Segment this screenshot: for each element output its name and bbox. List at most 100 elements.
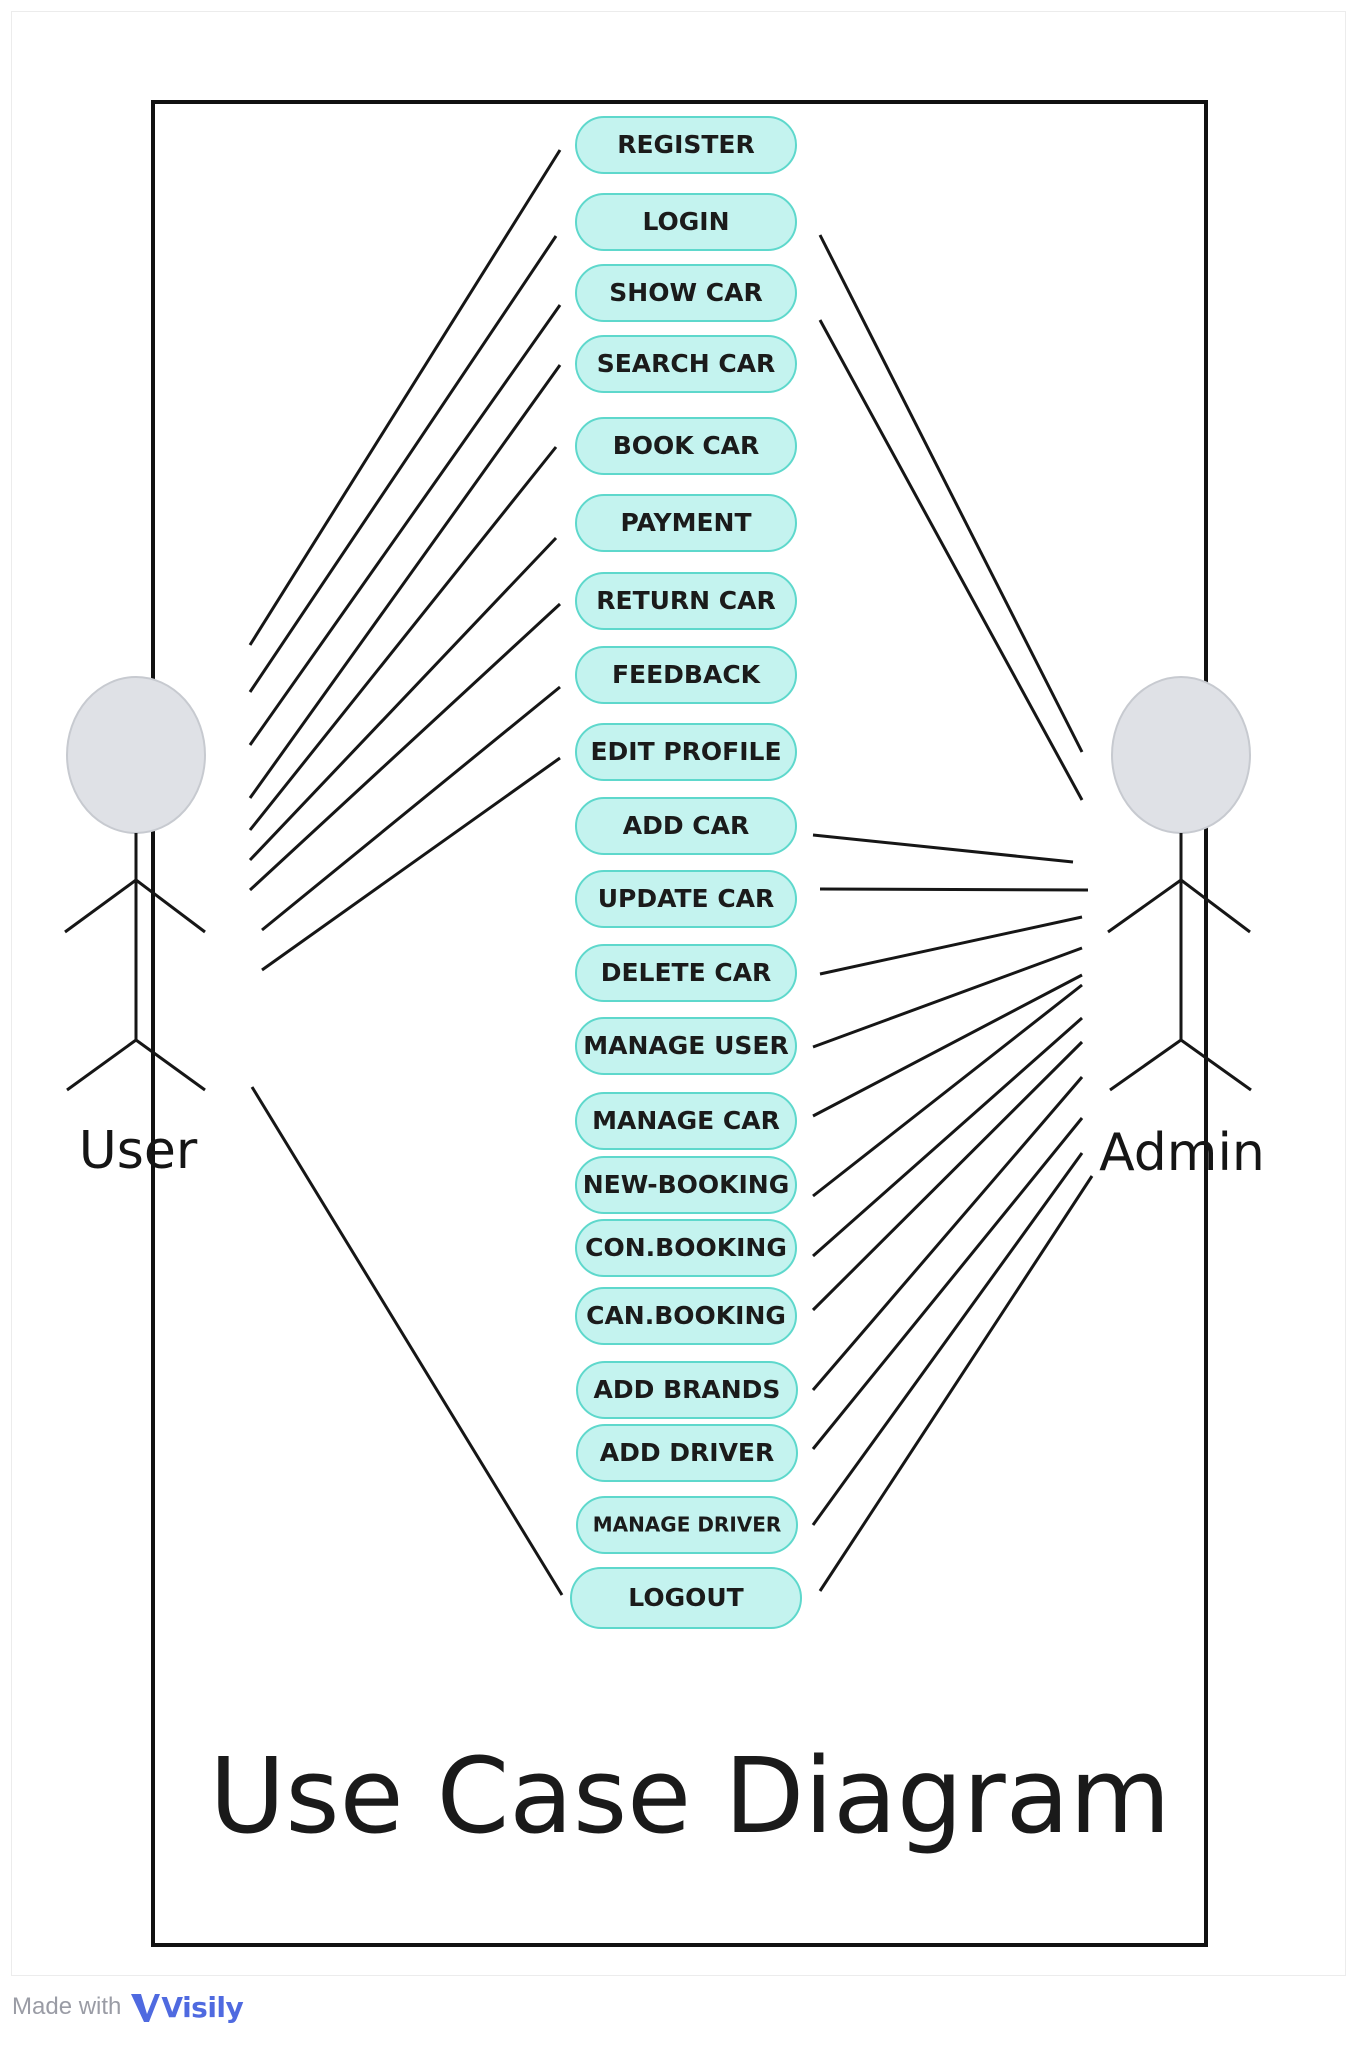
use-case-feedback-label: FEEDBACK [612, 660, 762, 689]
use-case-add-brands[interactable]: ADD BRANDS [576, 1361, 798, 1419]
use-case-delete-car-shape [575, 944, 797, 1002]
use-case-con-booking[interactable]: CON.BOOKING [575, 1219, 797, 1277]
use-case-update-car-label: UPDATE CAR [598, 884, 775, 913]
user-to-payment-line [248, 536, 558, 862]
use-case-logout[interactable]: LOGOUT [570, 1567, 802, 1629]
user-to-return-car-line [248, 602, 562, 892]
use-case-book-car-shape [575, 417, 797, 475]
use-case-return-car[interactable]: RETURN CAR [575, 572, 797, 630]
use-case-update-car[interactable]: UPDATE CAR [575, 870, 797, 928]
admin-to-manage-car-line [812, 973, 1083, 1118]
user-left-arm [64, 878, 137, 934]
use-case-payment-label: PAYMENT [620, 508, 751, 537]
use-case-manage-user-shape [575, 1017, 797, 1075]
use-case-search-car-shape [575, 335, 797, 393]
use-case-manage-user[interactable]: MANAGE USER [575, 1017, 797, 1075]
use-case-search-car[interactable]: SEARCH CAR [575, 335, 797, 393]
visily-logo-text: Visily [161, 1990, 244, 2024]
user-to-login-line [248, 235, 558, 693]
use-case-logout-label: LOGOUT [628, 1583, 743, 1612]
admin-to-new-booking-line [812, 983, 1083, 1198]
admin-to-login-line [818, 234, 1084, 753]
actor-admin: Admin [1099, 676, 1265, 1183]
use-case-book-car[interactable]: BOOK CAR [575, 417, 797, 475]
actor-user: User [64, 676, 206, 1181]
user-to-book-car-line [248, 446, 558, 831]
user-to-register-line [248, 149, 562, 646]
use-case-search-car-label: SEARCH CAR [597, 349, 776, 378]
use-case-con-booking-label: CON.BOOKING [585, 1233, 787, 1262]
use-case-return-car-shape [575, 572, 797, 630]
use-case-add-brands-label: ADD BRANDS [594, 1375, 781, 1404]
use-case-manage-driver-label: MANAGE DRIVER [593, 1513, 782, 1537]
use-case-manage-driver-shape [576, 1496, 798, 1554]
use-case-edit-profile[interactable]: EDIT PROFILE [575, 723, 797, 781]
visily-logo-icon [131, 1994, 161, 2022]
admin-to-manage-user-line [812, 946, 1083, 1049]
admin-right-leg [1180, 1038, 1252, 1092]
admin-to-update-car-line [819, 887, 1089, 892]
admin-right-arm [1180, 878, 1251, 934]
use-case-add-car-shape [575, 797, 797, 855]
use-case-delete-car-label: DELETE CAR [601, 958, 772, 987]
use-case-register-shape [575, 116, 797, 174]
admin-to-add-brands-line [811, 1076, 1084, 1391]
use-case-new-booking-shape [575, 1156, 797, 1214]
association-lines [248, 149, 1094, 1596]
use-case-show-car-label: SHOW CAR [609, 278, 762, 307]
admin-to-con-booking-line [812, 1016, 1083, 1258]
user-to-show-car-line [248, 304, 562, 746]
made-with-label: Made with [12, 1993, 122, 2020]
use-case-book-car-label: BOOK CAR [613, 431, 760, 460]
use-case-login-shape [575, 193, 797, 251]
use-case-add-brands-shape [576, 1361, 798, 1419]
use-case-feedback[interactable]: FEEDBACK [575, 646, 797, 704]
use-case-delete-car[interactable]: DELETE CAR [575, 944, 797, 1002]
admin-to-delete-car-line [819, 915, 1083, 976]
use-case-add-car-label: ADD CAR [623, 811, 750, 840]
admin-left-arm [1107, 878, 1182, 934]
system-boundary [151, 100, 1208, 1947]
use-case-return-car-label: RETURN CAR [596, 586, 776, 615]
user-right-leg [135, 1038, 206, 1092]
use-case-login-label: LOGIN [642, 207, 729, 236]
use-case-manage-driver[interactable]: MANAGE DRIVER [576, 1496, 798, 1554]
use-case-add-driver[interactable]: ADD DRIVER [576, 1424, 798, 1482]
use-case-add-car[interactable]: ADD CAR [575, 797, 797, 855]
use-case-add-driver-shape [576, 1424, 798, 1482]
use-case-edit-profile-shape [575, 723, 797, 781]
use-case-feedback-shape [575, 646, 797, 704]
use-case-show-car-shape [575, 264, 797, 322]
use-case-register[interactable]: REGISTER [575, 116, 797, 174]
use-case-can-booking-label: CAN.BOOKING [586, 1301, 786, 1330]
diagram-title: Use Case Diagram [209, 1735, 1170, 1857]
user-to-edit-profile-line [261, 756, 561, 972]
use-case-update-car-shape [575, 870, 797, 928]
use-case-new-booking-label: NEW-BOOKING [583, 1170, 790, 1199]
use-case-payment[interactable]: PAYMENT [575, 494, 797, 552]
visily-logo[interactable]: Visily [129, 1990, 244, 2024]
admin-label: Admin [1099, 1123, 1265, 1183]
admin-to-can-booking-line [811, 1040, 1084, 1312]
admin-to-add-driver-line [811, 1117, 1084, 1450]
use-case-manage-car-label: MANAGE CAR [592, 1106, 780, 1135]
use-case-payment-shape [575, 494, 797, 552]
use-case-manage-car-shape [575, 1092, 797, 1150]
user-left-leg [66, 1038, 137, 1092]
user-right-arm [135, 878, 206, 934]
footer: Made with Visily [12, 1985, 244, 2029]
use-case-login[interactable]: LOGIN [575, 193, 797, 251]
use-case-show-car[interactable]: SHOW CAR [575, 264, 797, 322]
user-to-logout-line [250, 1086, 564, 1596]
use-case-manage-car[interactable]: MANAGE CAR [575, 1092, 797, 1150]
use-case-add-driver-label: ADD DRIVER [600, 1438, 775, 1467]
use-case-can-booking[interactable]: CAN.BOOKING [575, 1287, 797, 1345]
admin-to-manage-driver-line [811, 1152, 1084, 1526]
use-case-new-booking[interactable]: NEW-BOOKING [575, 1156, 797, 1214]
use-case-manage-user-label: MANAGE USER [583, 1031, 788, 1060]
user-label: User [79, 1121, 198, 1181]
use-case-logout-shape [570, 1567, 802, 1629]
admin-left-leg [1109, 1038, 1182, 1092]
user-to-search-car-line [248, 364, 562, 799]
